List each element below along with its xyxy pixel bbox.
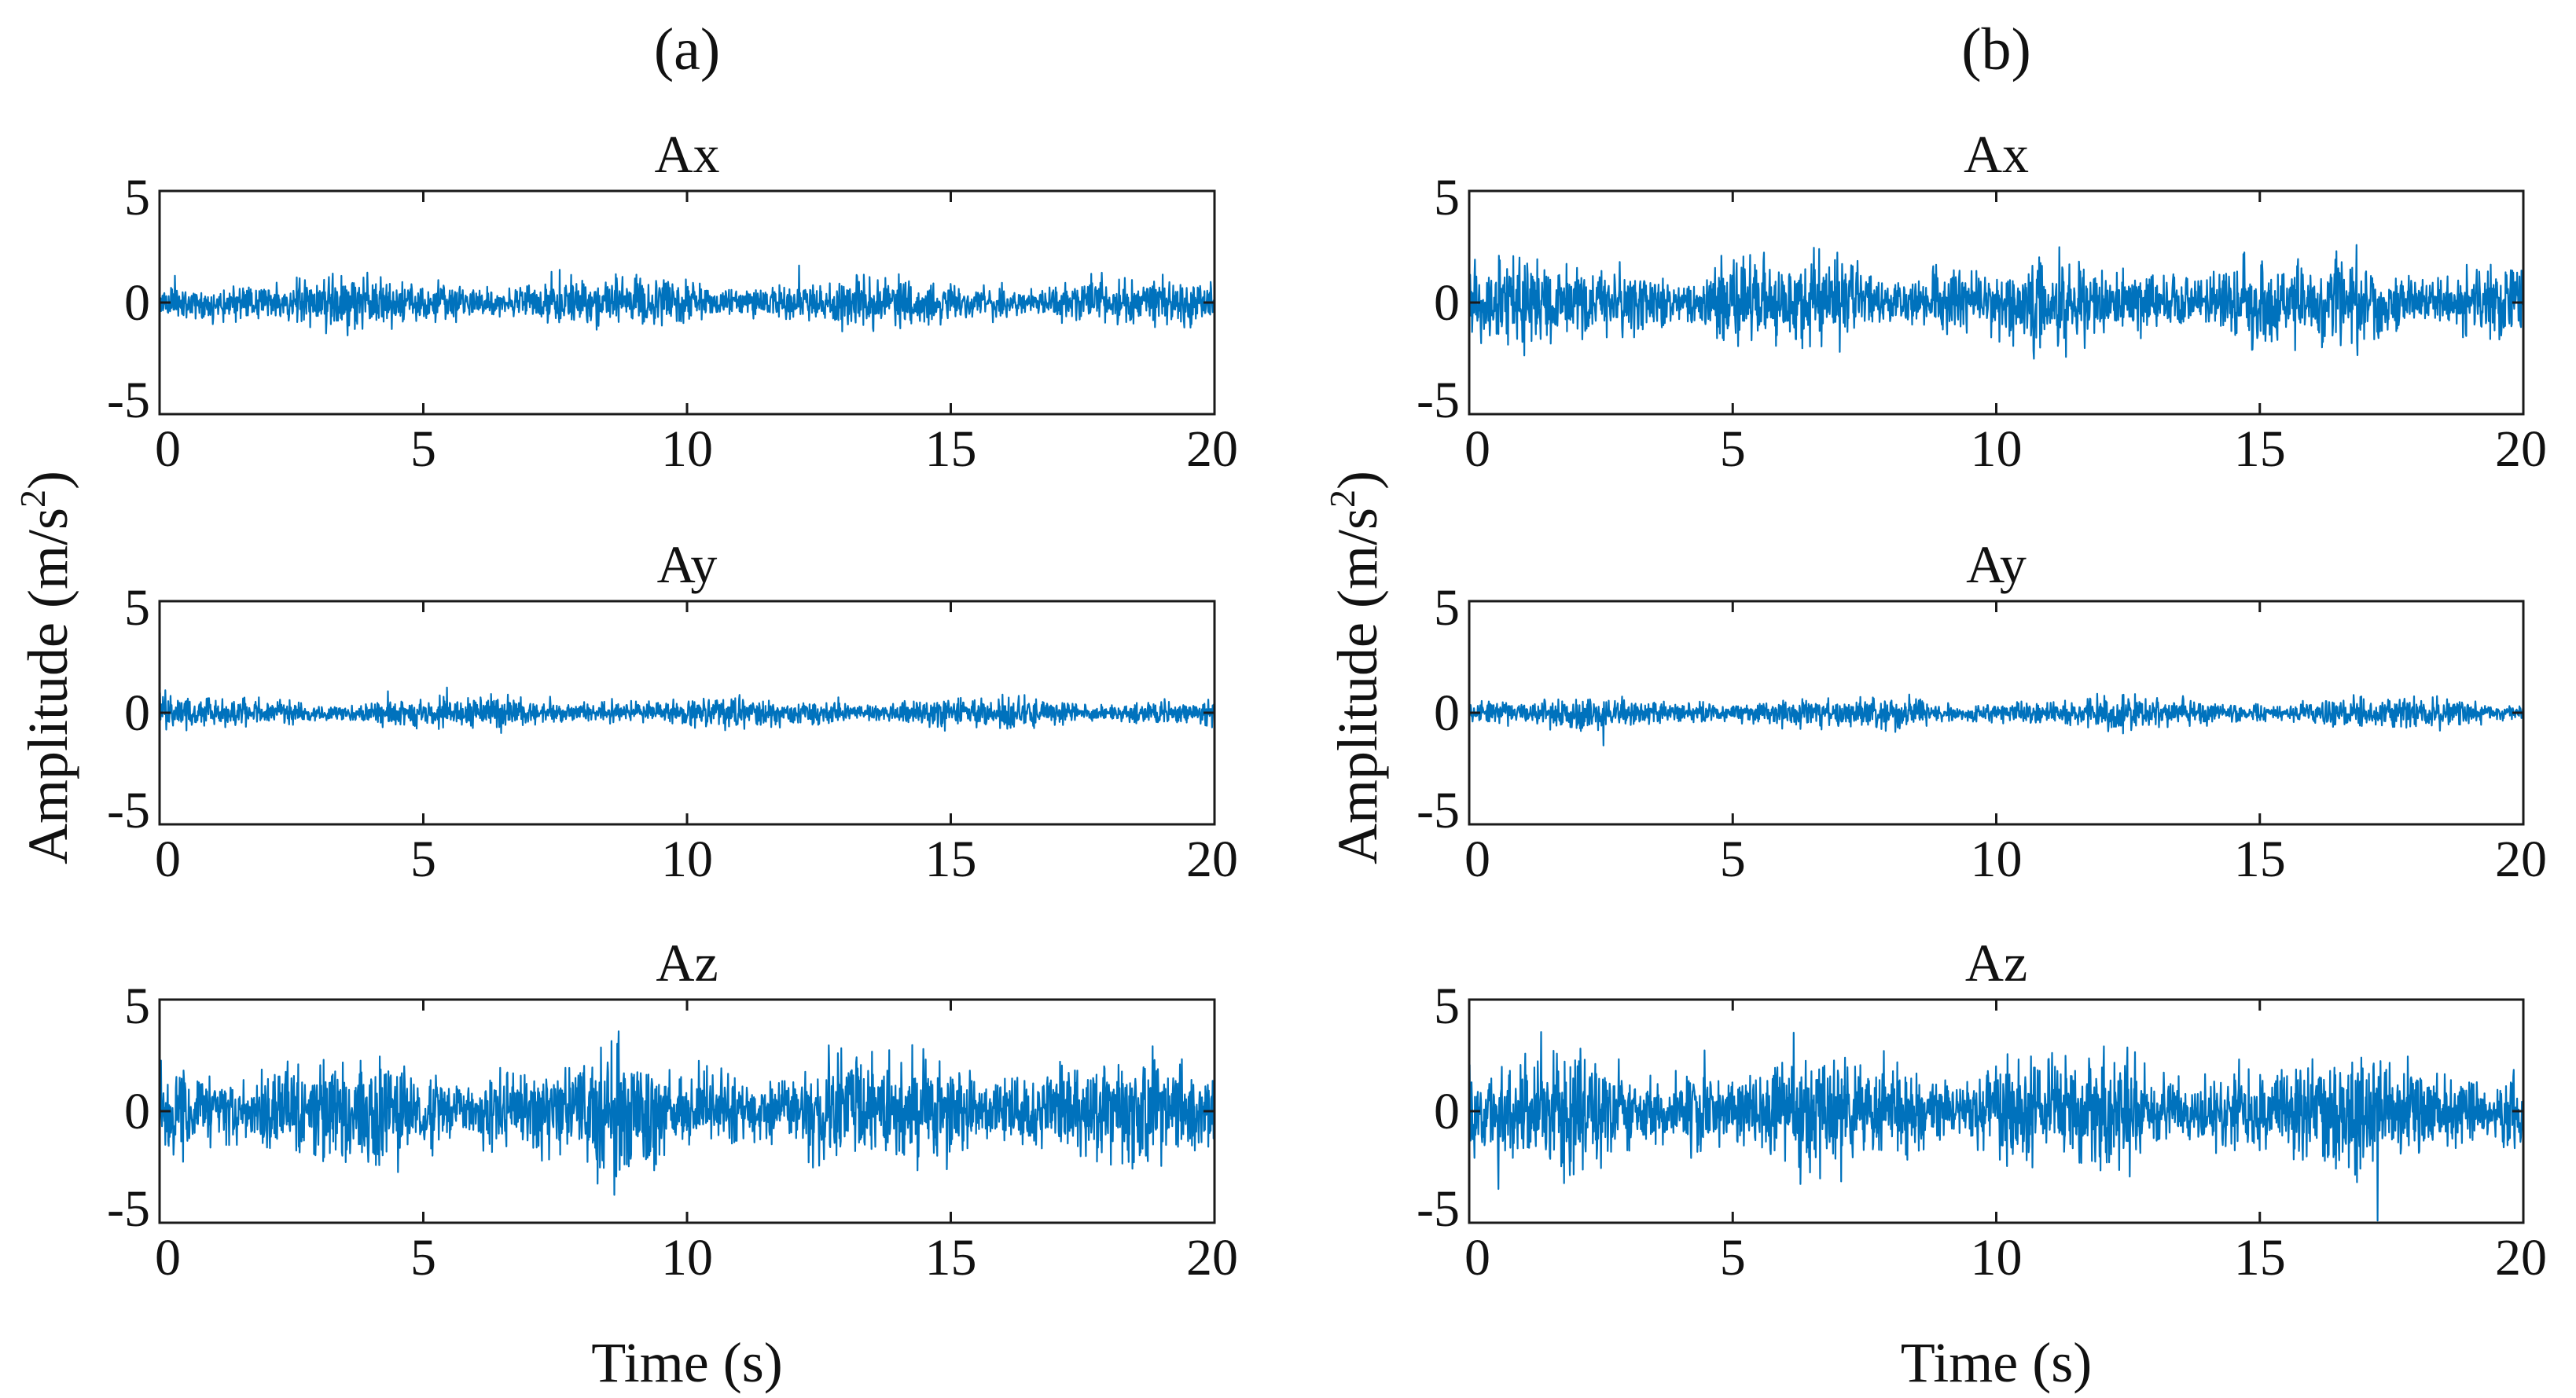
- x-axis-label: Time (s): [591, 1331, 782, 1394]
- y-axis-label-superscript: 2: [13, 490, 53, 508]
- x-tick-label: 10: [1971, 831, 2023, 888]
- y-axis-label-text: Amplitude (m/s: [17, 508, 79, 864]
- y-tick-label: -5: [1417, 1180, 1460, 1238]
- y-axis-label-close: ): [1326, 471, 1389, 490]
- y-tick-label: 5: [124, 169, 150, 226]
- x-tick-label: 10: [1971, 1229, 2023, 1286]
- subplot-title: Ay: [657, 534, 718, 594]
- subplot-title: Ax: [1964, 124, 2029, 184]
- subplot-title: Ay: [1966, 534, 2027, 594]
- signal-trace-az: [1468, 1031, 2525, 1222]
- x-tick-label: 5: [1720, 831, 1746, 888]
- subplot-title: Ax: [654, 124, 719, 184]
- y-axis-label: Amplitude (m/s2): [1322, 471, 1389, 864]
- signal-trace-az: [158, 1030, 1216, 1196]
- x-tick-label: 5: [410, 1229, 436, 1286]
- x-tick-label: 20: [1186, 831, 1238, 888]
- x-tick-label: 15: [2234, 831, 2286, 888]
- signal-trace-ax: [1468, 244, 2525, 360]
- x-tick-label: 0: [1464, 1229, 1490, 1286]
- y-tick-label: 5: [1434, 978, 1460, 1035]
- x-tick-label: 0: [1464, 420, 1490, 478]
- x-tick-label: 0: [155, 1229, 181, 1286]
- y-tick-label: 5: [124, 978, 150, 1035]
- x-tick-label: 10: [661, 1229, 713, 1286]
- x-tick-label: 15: [2234, 1229, 2286, 1286]
- x-tick-label: 0: [155, 420, 181, 478]
- panel-label: (b): [1961, 17, 2031, 83]
- x-tick-label: 5: [1720, 1229, 1746, 1286]
- y-axis-label-superscript: 2: [1322, 490, 1362, 508]
- y-tick-label: -5: [107, 1180, 150, 1238]
- y-tick-label: 5: [124, 579, 150, 637]
- y-axis-label-text: Amplitude (m/s: [1326, 508, 1389, 864]
- x-tick-label: 0: [155, 831, 181, 888]
- x-axis-label: Time (s): [1901, 1331, 2092, 1394]
- x-tick-label: 10: [661, 831, 713, 888]
- x-tick-label: 15: [2234, 420, 2286, 478]
- x-tick-label: 20: [2495, 1229, 2547, 1286]
- x-tick-label: 10: [661, 420, 713, 478]
- y-tick-label: -5: [107, 782, 150, 839]
- x-tick-label: 20: [1186, 420, 1238, 478]
- x-tick-label: 5: [410, 420, 436, 478]
- y-tick-label: 0: [1434, 274, 1460, 332]
- y-tick-label: 0: [124, 274, 150, 332]
- panel-label: (a): [654, 17, 720, 83]
- x-tick-label: 15: [925, 420, 977, 478]
- x-tick-label: 20: [1186, 1229, 1238, 1286]
- y-tick-label: 0: [1434, 1083, 1460, 1140]
- x-tick-label: 0: [1464, 831, 1490, 888]
- subplot-title: Az: [1965, 933, 2027, 993]
- x-tick-label: 5: [1720, 420, 1746, 478]
- y-tick-label: 5: [1434, 169, 1460, 226]
- signal-trace-ay: [158, 686, 1216, 734]
- x-tick-label: 10: [1971, 420, 2023, 478]
- y-tick-label: -5: [1417, 782, 1460, 839]
- subplot-title: Az: [656, 933, 718, 993]
- x-tick-label: 20: [2495, 831, 2547, 888]
- x-tick-label: 20: [2495, 420, 2547, 478]
- signal-trace-ay: [1468, 692, 2525, 747]
- y-tick-label: 5: [1434, 579, 1460, 637]
- y-tick-label: 0: [1434, 684, 1460, 742]
- x-tick-label: 15: [925, 1229, 977, 1286]
- y-axis-label: Amplitude (m/s2): [13, 471, 79, 864]
- x-tick-label: 15: [925, 831, 977, 888]
- y-tick-label: -5: [107, 372, 150, 429]
- y-axis-label-close: ): [17, 471, 79, 490]
- signal-trace-ax: [158, 264, 1216, 336]
- x-tick-label: 5: [410, 831, 436, 888]
- y-tick-label: 0: [124, 1083, 150, 1140]
- y-tick-label: 0: [124, 684, 150, 742]
- y-tick-label: -5: [1417, 372, 1460, 429]
